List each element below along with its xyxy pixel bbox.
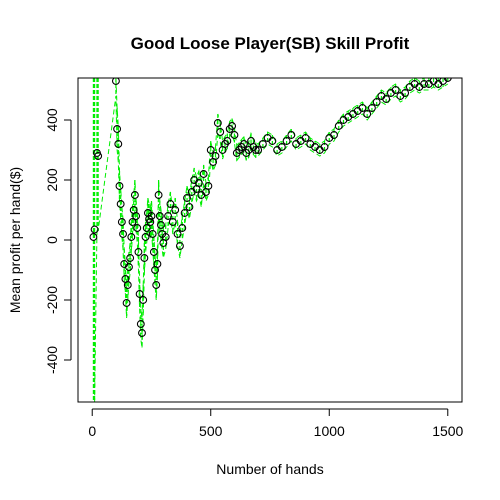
x-axis-label: Number of hands [216,461,323,477]
data-point [391,86,400,94]
data-point [230,131,239,139]
data-point [141,233,150,241]
data-point [149,248,158,256]
data-point [204,182,213,190]
data-point [94,152,103,160]
plot-frame [77,77,463,403]
data-point [443,78,452,82]
data-point [277,143,286,151]
y-tick-label: -400 [44,346,60,374]
data-point [183,194,191,202]
data-point [420,80,429,88]
data-point [89,233,98,241]
x-tick-label: 0 [88,423,96,439]
data-point [123,281,132,289]
data-point [133,224,142,232]
data-point [161,233,170,241]
data-point [111,78,120,85]
y-tick-label: 400 [44,108,60,132]
data-point [358,104,367,112]
data-point [157,221,165,229]
data-point [258,140,267,148]
data-point [166,200,175,208]
band-upper-line [93,78,448,319]
data-point [154,191,163,199]
y-axis: -400 -200 0 200 400 [44,108,72,374]
data-point [117,218,126,226]
chart-title: Good Loose Player(SB) Skill Profit [131,34,410,53]
y-tick-label: 200 [44,168,60,192]
data-point [178,224,187,232]
data-points [89,78,452,337]
data-point [320,143,329,151]
data-point [372,98,381,106]
data-point [135,290,144,298]
data-point [114,140,123,148]
data-point [139,296,148,304]
data-point [194,179,203,187]
data-point [239,140,248,148]
data-point [127,233,136,241]
data-point [134,248,143,256]
data-point [228,122,237,130]
data-point [175,242,184,250]
data-point [122,299,131,307]
data-point [173,230,182,238]
data-point [116,200,125,208]
data-point [382,95,391,103]
data-point [211,152,220,160]
data-point [251,146,260,154]
data-point [126,254,135,262]
data-point [223,137,232,145]
data-point [213,119,222,127]
data-point [148,230,157,238]
data-point [132,212,141,220]
data-point [199,170,208,178]
data-point [155,212,164,220]
y-tick-label: 0 [44,236,60,244]
data-point [146,218,155,226]
data-point [287,131,296,139]
data-point [152,281,161,289]
x-tick-label: 1000 [314,423,345,439]
y-tick-label: -200 [44,286,60,314]
x-tick-label: 500 [199,423,223,439]
x-axis: 0 500 1000 1500 [88,408,464,439]
data-point [136,320,145,328]
data-point [153,260,162,268]
data-point [140,254,149,262]
data-point [168,218,177,226]
data-point [125,263,133,271]
data-point [301,134,310,142]
x-tick-label: 1500 [432,423,463,439]
data-point [206,146,215,154]
data-point [254,146,263,154]
data-point [119,230,127,238]
data-point [138,329,146,337]
data-point [330,131,338,139]
data-point [115,182,124,190]
data-point [363,110,372,118]
data-point [334,122,343,130]
data-point [142,224,151,232]
data-point [180,209,189,217]
data-point [130,191,139,199]
data-point [164,212,173,220]
data-point [367,104,376,112]
data-point [113,125,122,133]
data-point [147,212,156,220]
data-point [90,225,99,234]
data-point [185,203,194,211]
data-point [216,128,225,136]
data-point [401,89,410,97]
data-point [171,206,180,214]
data-point [282,137,291,145]
data-point [128,218,137,226]
band-lower-line [93,83,449,402]
data-point [268,137,277,145]
y-axis-label: Mean profit per hand($) [7,167,23,313]
